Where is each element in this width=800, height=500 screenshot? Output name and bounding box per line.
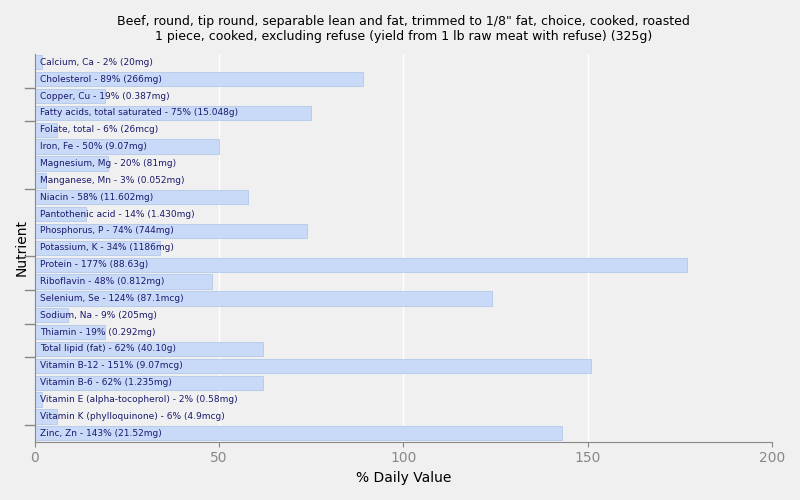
Bar	[34, 190, 248, 204]
Bar	[34, 392, 42, 406]
Text: Sodium, Na - 9% (205mg): Sodium, Na - 9% (205mg)	[40, 311, 157, 320]
Text: Folate, total - 6% (26mcg): Folate, total - 6% (26mcg)	[40, 126, 158, 134]
Text: Protein - 177% (88.63g): Protein - 177% (88.63g)	[40, 260, 148, 269]
Bar	[34, 308, 68, 322]
Bar	[34, 224, 307, 238]
Bar	[34, 240, 160, 255]
Bar	[34, 376, 263, 390]
Bar	[34, 106, 311, 120]
Text: Vitamin B-12 - 151% (9.07mcg): Vitamin B-12 - 151% (9.07mcg)	[40, 362, 183, 370]
Text: Magnesium, Mg - 20% (81mg): Magnesium, Mg - 20% (81mg)	[40, 159, 176, 168]
Bar	[34, 358, 591, 373]
Text: Pantothenic acid - 14% (1.430mg): Pantothenic acid - 14% (1.430mg)	[40, 210, 194, 218]
Text: Vitamin E (alpha-tocopherol) - 2% (0.58mg): Vitamin E (alpha-tocopherol) - 2% (0.58m…	[40, 395, 238, 404]
Bar	[34, 173, 46, 188]
Bar	[34, 55, 42, 70]
Text: Calcium, Ca - 2% (20mg): Calcium, Ca - 2% (20mg)	[40, 58, 153, 67]
Text: Niacin - 58% (11.602mg): Niacin - 58% (11.602mg)	[40, 192, 154, 202]
Bar	[34, 156, 108, 170]
Bar	[34, 342, 263, 356]
Text: Selenium, Se - 124% (87.1mcg): Selenium, Se - 124% (87.1mcg)	[40, 294, 184, 303]
Text: Total lipid (fat) - 62% (40.10g): Total lipid (fat) - 62% (40.10g)	[40, 344, 176, 354]
Bar	[34, 72, 362, 86]
Text: Manganese, Mn - 3% (0.052mg): Manganese, Mn - 3% (0.052mg)	[40, 176, 185, 185]
Bar	[34, 426, 562, 440]
Bar	[34, 122, 57, 137]
Title: Beef, round, tip round, separable lean and fat, trimmed to 1/8" fat, choice, coo: Beef, round, tip round, separable lean a…	[117, 15, 690, 43]
Bar	[34, 325, 105, 340]
Text: Fatty acids, total saturated - 75% (15.048g): Fatty acids, total saturated - 75% (15.0…	[40, 108, 238, 118]
Bar	[34, 89, 105, 103]
Text: Copper, Cu - 19% (0.387mg): Copper, Cu - 19% (0.387mg)	[40, 92, 170, 100]
Text: Zinc, Zn - 143% (21.52mg): Zinc, Zn - 143% (21.52mg)	[40, 429, 162, 438]
Text: Cholesterol - 89% (266mg): Cholesterol - 89% (266mg)	[40, 74, 162, 84]
Text: Thiamin - 19% (0.292mg): Thiamin - 19% (0.292mg)	[40, 328, 155, 336]
Bar	[34, 291, 492, 306]
X-axis label: % Daily Value: % Daily Value	[355, 471, 451, 485]
Bar	[34, 140, 219, 154]
Bar	[34, 258, 687, 272]
Text: Vitamin B-6 - 62% (1.235mg): Vitamin B-6 - 62% (1.235mg)	[40, 378, 172, 387]
Bar	[34, 274, 211, 288]
Text: Phosphorus, P - 74% (744mg): Phosphorus, P - 74% (744mg)	[40, 226, 174, 235]
Text: Vitamin K (phylloquinone) - 6% (4.9mcg): Vitamin K (phylloquinone) - 6% (4.9mcg)	[40, 412, 225, 421]
Text: Potassium, K - 34% (1186mg): Potassium, K - 34% (1186mg)	[40, 244, 174, 252]
Y-axis label: Nutrient: Nutrient	[15, 220, 29, 276]
Bar	[34, 207, 86, 221]
Text: Iron, Fe - 50% (9.07mg): Iron, Fe - 50% (9.07mg)	[40, 142, 147, 151]
Text: Riboflavin - 48% (0.812mg): Riboflavin - 48% (0.812mg)	[40, 277, 165, 286]
Bar	[34, 410, 57, 424]
